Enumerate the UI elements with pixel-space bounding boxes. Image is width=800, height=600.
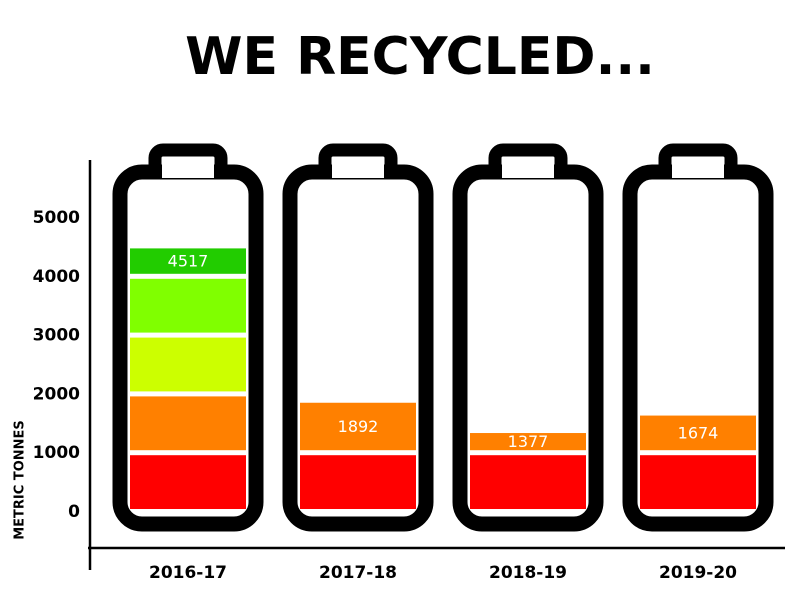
bar-segment (130, 248, 246, 274)
x-tick-label: 2018-19 (489, 563, 567, 583)
value-label: 1377 (508, 432, 549, 451)
y-tick-label: 0 (68, 502, 80, 522)
x-tick-label: 2019-20 (659, 563, 737, 583)
bar-segment (470, 455, 586, 509)
bar-segment (300, 455, 416, 509)
bar-segment (640, 455, 756, 509)
bar-segment (130, 337, 246, 392)
chart-title: WE RECYCLED... (185, 27, 655, 87)
y-tick-label: 3000 (33, 326, 80, 346)
y-tick-label: 4000 (33, 267, 80, 287)
y-tick-label: 2000 (33, 384, 80, 404)
bar-segment (640, 415, 756, 451)
bar-segment (470, 433, 586, 451)
battery-cap-mask (672, 162, 724, 178)
value-label: 1674 (678, 423, 719, 442)
value-label: 4517 (168, 252, 209, 271)
y-tick-label: 5000 (33, 208, 80, 228)
battery-cap-mask (332, 162, 384, 178)
bar-segment (300, 402, 416, 451)
battery-cap-mask (162, 162, 214, 178)
bar-segment (130, 396, 246, 451)
x-tick-label: 2017-18 (319, 563, 397, 583)
bar-segment (130, 278, 246, 333)
battery-cap-mask (502, 162, 554, 178)
bar-segment (130, 455, 246, 509)
x-tick-label: 2016-17 (149, 563, 227, 583)
y-tick-label: 1000 (33, 443, 80, 463)
value-label: 1892 (338, 417, 379, 436)
y-axis-label: METRIC TONNES (13, 420, 28, 540)
